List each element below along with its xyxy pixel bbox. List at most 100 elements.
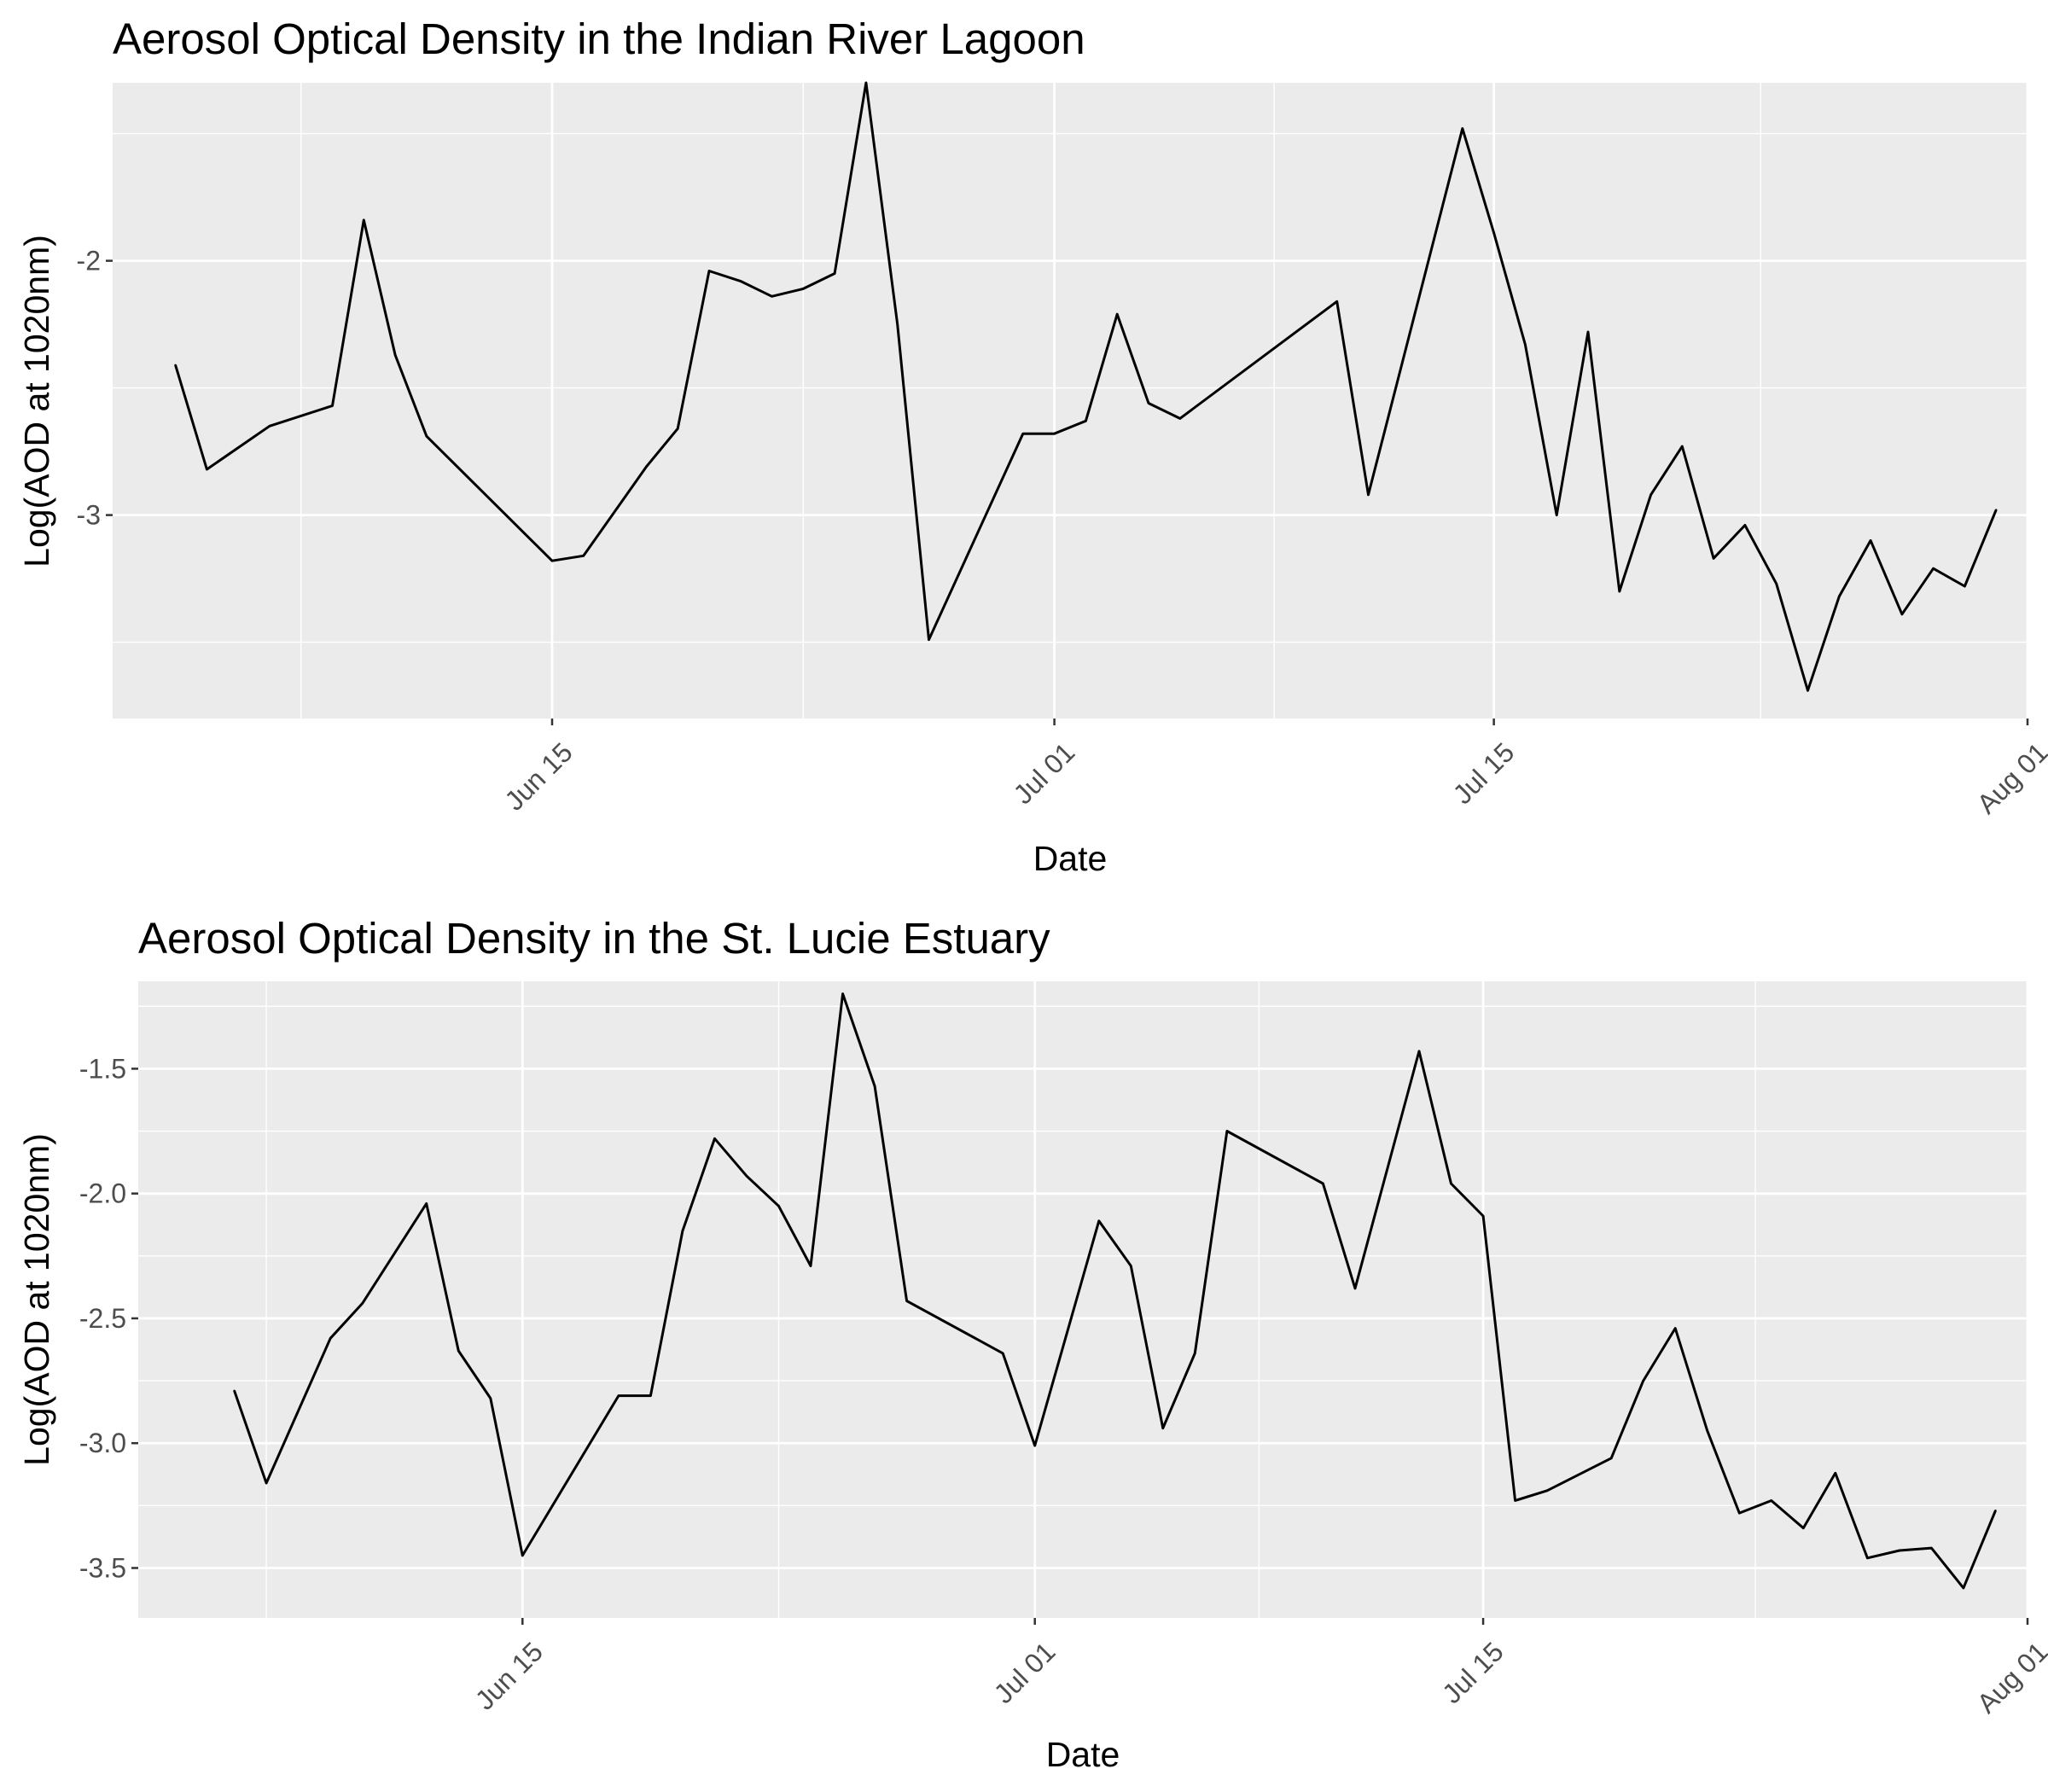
data-point (1085, 420, 1087, 422)
data-point (1649, 493, 1652, 496)
data-point (1834, 1472, 1836, 1475)
data-point (864, 81, 868, 84)
y-tick-label: -1.5 (79, 1053, 126, 1084)
y-tick-label: -2.0 (79, 1178, 126, 1209)
x-tick-label: Jun 15 (498, 736, 578, 816)
data-point (1130, 1265, 1132, 1267)
data-point (1770, 1499, 1772, 1502)
data-point (1147, 402, 1150, 404)
data-point (1322, 1182, 1324, 1185)
panel-background (138, 981, 2028, 1618)
plot-area (233, 992, 1997, 1590)
data-point (1225, 1130, 1229, 1132)
data-point (489, 1397, 492, 1399)
y-axis-title: Log(AOD at 1020nm) (17, 235, 56, 567)
data-point (681, 1230, 684, 1232)
data-point (1481, 1214, 1485, 1218)
chart-indian-river-lagoon: Aerosol Optical Density in the Indian Ri… (17, 15, 2048, 878)
data-point (677, 428, 679, 430)
data-point (363, 218, 365, 222)
data-point (1900, 613, 1904, 615)
x-axis-title: Date (1046, 1735, 1120, 1774)
panel-background (113, 83, 2028, 719)
data-point (1994, 1510, 1997, 1512)
data-point (582, 555, 585, 557)
data-point (1712, 557, 1715, 560)
data-point (771, 295, 773, 298)
plot-area (174, 81, 1998, 692)
data-point (1492, 231, 1495, 234)
y-tick-label: -3 (77, 500, 101, 531)
data-point (1610, 1457, 1613, 1460)
x-tick-label: Jul 01 (988, 1636, 1062, 1709)
data-point (1178, 417, 1182, 420)
data-point (1524, 343, 1527, 346)
data-point (1161, 1427, 1165, 1429)
data-point (1116, 313, 1119, 316)
y-axis: -3 -2 (77, 246, 113, 531)
data-point (1461, 127, 1464, 130)
data-point (1556, 514, 1558, 516)
chart-title: Aerosol Optical Density in the Indian Ri… (113, 15, 1085, 63)
data-point (1802, 1527, 1805, 1529)
data-point (331, 404, 334, 407)
data-point (928, 638, 930, 641)
x-tick-label: Jul 15 (1447, 736, 1521, 810)
x-axis: Jun 15 Jul 01 Jul 15 Aug 01 (469, 1618, 2048, 1719)
data-point (1002, 1352, 1004, 1355)
data-point (1053, 433, 1056, 435)
x-tick-label: Jun 15 (469, 1636, 549, 1715)
data-point (713, 1137, 716, 1140)
grid (138, 981, 2029, 1618)
data-point (905, 1300, 908, 1302)
data-point (833, 272, 836, 275)
data-point (425, 1202, 428, 1205)
data-point (745, 1175, 748, 1178)
data-point (1964, 585, 1966, 588)
data-point (802, 288, 805, 290)
y-tick-label: -3.5 (79, 1552, 126, 1583)
data-point (174, 364, 177, 366)
data-point (393, 353, 397, 357)
data-point (425, 435, 428, 438)
data-point (1838, 595, 1841, 598)
data-point (1930, 1546, 1933, 1550)
data-point (1995, 509, 1998, 511)
data-point (457, 1349, 460, 1353)
y-axis: -3.5 -3.0 -2.5 -2.0 -1.5 (79, 1053, 138, 1583)
data-point (1775, 582, 1777, 585)
x-tick-label: Aug 01 (1971, 736, 2048, 819)
data-point (1706, 1429, 1708, 1432)
x-tick-label: Jul 15 (1436, 1636, 1510, 1709)
data-point (1932, 567, 1935, 570)
data-point (777, 1205, 780, 1207)
x-tick-label: Jul 01 (1008, 736, 1081, 810)
y-tick-label: -3.0 (79, 1428, 126, 1458)
data-point (1353, 1287, 1357, 1290)
data-point (1545, 1489, 1549, 1492)
chart-st-lucie-estuary: Aerosol Optical Density in the St. Lucie… (17, 914, 2048, 1774)
data-point (1807, 689, 1809, 692)
data-point (1866, 1556, 1869, 1560)
data-point (617, 1394, 620, 1397)
data-point (707, 270, 711, 272)
data-point (1738, 1511, 1741, 1515)
data-point (329, 1337, 332, 1340)
y-tick-label: -2 (77, 246, 101, 276)
data-point (1367, 493, 1370, 496)
data-point (1642, 1379, 1644, 1382)
x-axis: Jun 15 Jul 01 Jul 15 Aug 01 (498, 719, 2048, 820)
data-point (268, 425, 271, 428)
data-point (233, 1389, 236, 1393)
data-point (1021, 433, 1025, 435)
data-point (1962, 1586, 1965, 1590)
y-tick-label: -2.5 (79, 1303, 126, 1334)
data-point (896, 323, 899, 326)
data-point (1335, 300, 1338, 303)
chart-title: Aerosol Optical Density in the St. Lucie… (138, 914, 1050, 963)
x-tick-label: Aug 01 (1971, 1636, 2048, 1719)
data-point (550, 560, 554, 562)
data-point (1194, 1352, 1196, 1355)
data-point (1743, 524, 1747, 527)
